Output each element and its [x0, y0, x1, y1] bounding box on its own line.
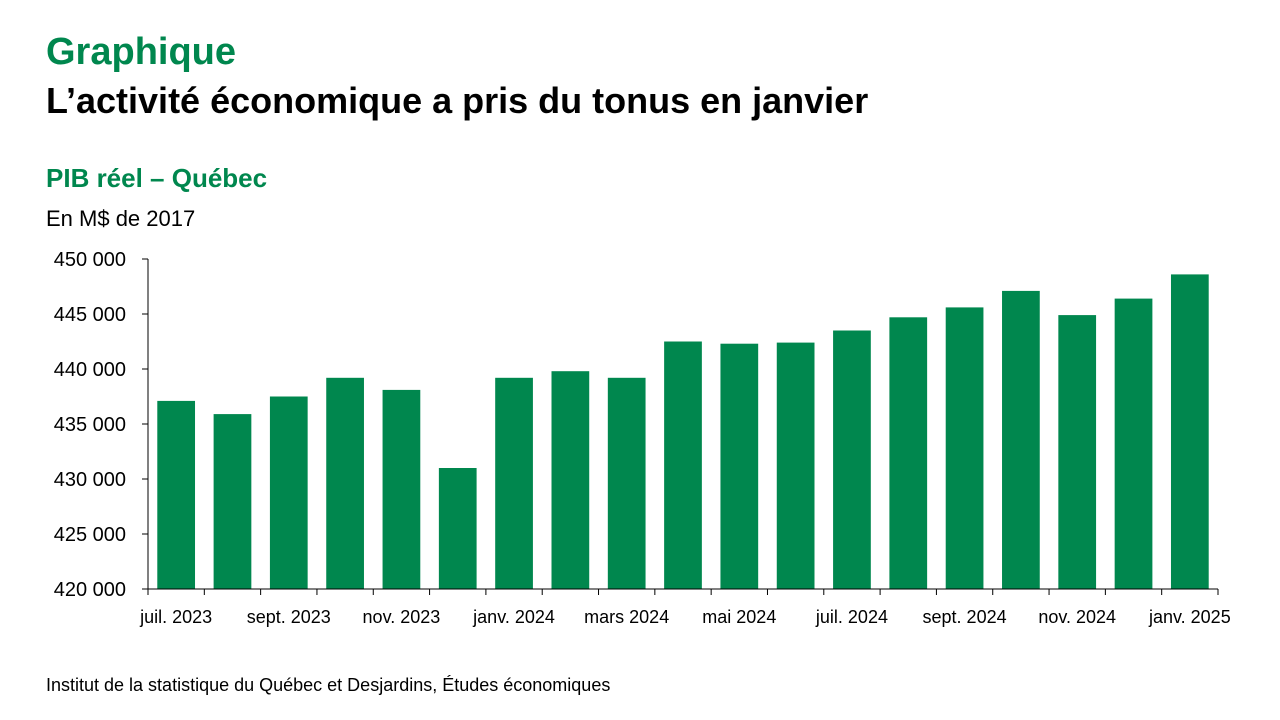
bar	[664, 341, 702, 589]
headline: L’activité économique a pris du tonus en…	[46, 80, 869, 121]
bar	[495, 377, 533, 589]
bar	[157, 400, 196, 589]
y-tick-label: 450 000	[54, 249, 126, 271]
bar	[833, 330, 871, 589]
bar	[607, 377, 646, 589]
bar	[269, 396, 308, 589]
units-label: En M$ de 2017	[46, 206, 196, 231]
bar	[720, 343, 759, 589]
y-tick-label: 420 000	[54, 579, 126, 601]
bar	[1002, 290, 1040, 589]
y-tick-label: 425 000	[54, 524, 126, 546]
bar	[1114, 298, 1153, 589]
bar	[551, 371, 590, 589]
bar	[889, 317, 928, 589]
bar	[1058, 315, 1097, 589]
y-tick-label: 435 000	[54, 414, 126, 436]
x-tick-label: mai 2024	[702, 607, 776, 627]
kicker-title: Graphique	[46, 31, 237, 73]
bar	[326, 377, 364, 589]
bar	[213, 414, 252, 589]
x-tick-label: nov. 2024	[1038, 607, 1116, 627]
y-tick-label: 445 000	[54, 304, 126, 326]
bar	[382, 389, 421, 589]
source-note: Institut de la statistique du Québec et …	[46, 675, 611, 695]
x-tick-label: janv. 2025	[1148, 607, 1231, 627]
x-tick-label: mars 2024	[584, 607, 669, 627]
x-tick-label: sept. 2023	[247, 607, 331, 627]
bar	[776, 342, 815, 589]
y-tick-label: 440 000	[54, 359, 126, 381]
bar	[945, 307, 984, 589]
y-tick-label: 430 000	[54, 469, 126, 491]
x-tick-label: juil. 2023	[139, 607, 212, 627]
x-tick-label: nov. 2023	[363, 607, 441, 627]
x-tick-label: sept. 2024	[923, 607, 1007, 627]
chart-title: PIB réel – Québec	[46, 163, 268, 193]
x-tick-label: juil. 2024	[815, 607, 888, 627]
x-tick-label: janv. 2024	[472, 607, 555, 627]
bar	[438, 468, 477, 589]
bar	[1170, 274, 1209, 589]
